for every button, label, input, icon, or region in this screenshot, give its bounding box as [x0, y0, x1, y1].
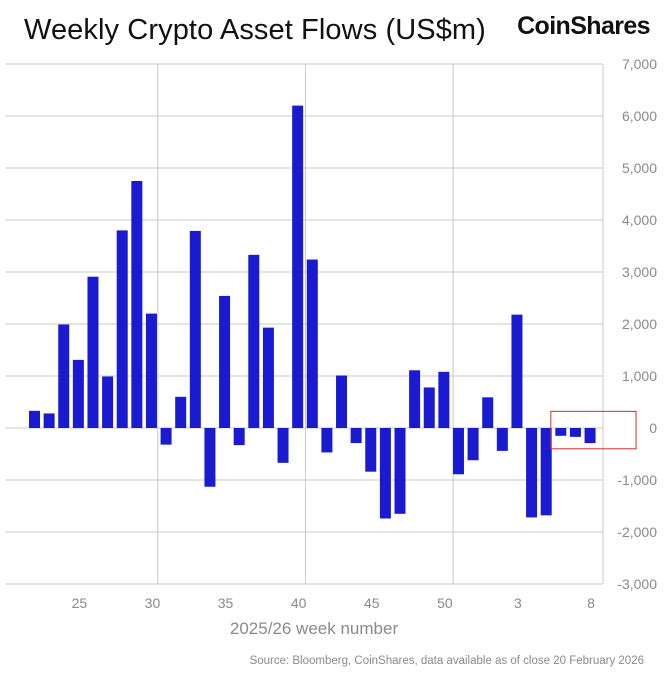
bar-week-42: [321, 428, 333, 453]
bar-week-37: [248, 254, 260, 428]
bar-week-48: [409, 370, 421, 428]
bar-week-47: [394, 428, 406, 514]
bar-week-4: [526, 428, 538, 518]
bar-week-3: [511, 314, 523, 428]
x-tick-label: 45: [364, 595, 380, 611]
bar-week-27: [102, 376, 114, 428]
y-tick-label: -2,000: [617, 524, 657, 540]
y-tick-label: -3,000: [617, 576, 657, 592]
bar-week-23: [43, 413, 55, 428]
bar-week-39: [277, 428, 289, 463]
bar-week-22: [29, 410, 40, 428]
y-tick-label: 2,000: [622, 316, 657, 332]
x-tick-label: 50: [437, 595, 453, 611]
y-tick-label: 4,000: [622, 212, 657, 228]
brand-logo: CoinShares: [517, 12, 651, 40]
x-tick-label: 8: [587, 595, 595, 611]
bar-week-50: [438, 371, 450, 428]
y-tick-label: 7,000: [622, 56, 657, 72]
highlight-box: [550, 410, 637, 450]
bar-week-34: [204, 428, 216, 487]
bar-week-25: [72, 359, 84, 428]
bar-week-41: [306, 259, 318, 428]
bar-week-52: [467, 428, 479, 461]
bar-week-46: [379, 428, 391, 519]
bar-week-51: [452, 428, 464, 475]
bar-week-5: [540, 428, 552, 516]
bar-week-8: [584, 428, 596, 444]
x-tick-label: 30: [145, 595, 161, 611]
bar-week-40: [292, 105, 304, 428]
bar-week-38: [262, 327, 274, 428]
y-tick-label: 5,000: [622, 160, 657, 176]
bar-week-43: [336, 375, 348, 428]
bar-week-6: [555, 428, 567, 436]
y-tick-label: 6,000: [622, 108, 657, 124]
x-tick-label: 3: [514, 595, 522, 611]
x-tick-label: 25: [72, 595, 88, 611]
bar-week-35: [219, 295, 231, 428]
bar-week-28: [116, 230, 128, 428]
bar-week-49: [423, 387, 435, 428]
y-tick-label: 3,000: [622, 264, 657, 280]
chart-title: Weekly Crypto Asset Flows (US$m): [24, 14, 486, 46]
bar-week-7: [569, 428, 581, 437]
bar-week-30: [145, 313, 157, 428]
bar-week-24: [58, 324, 70, 428]
x-tick-label: 40: [291, 595, 307, 611]
bar-week-2: [496, 428, 508, 451]
bar-week-29: [131, 181, 143, 428]
bar-week-36: [233, 428, 245, 446]
bar-week-45: [365, 428, 377, 472]
bar-week-31: [160, 428, 172, 445]
y-tick-label: -1,000: [617, 472, 657, 488]
bar-week-32: [175, 396, 187, 428]
x-tick-label: 35: [218, 595, 234, 611]
x-axis-label: 2025/26 week number: [230, 619, 399, 638]
bar-week-44: [350, 428, 362, 444]
y-tick-label: 0: [649, 420, 657, 436]
bar-week-1: [482, 397, 494, 428]
y-tick-label: 1,000: [622, 368, 657, 384]
bar-week-33: [189, 230, 201, 428]
bar-week-26: [87, 276, 99, 428]
source-note: Source: Bloomberg, CoinShares, data avai…: [249, 655, 644, 667]
